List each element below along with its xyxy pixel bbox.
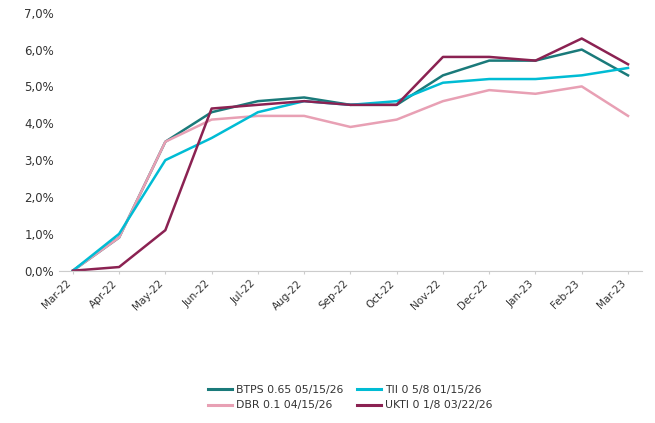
Legend: BTPS 0.65 05/15/26, DBR 0.1 04/15/26, TII 0 5/8 01/15/26, UKTI 0 1/8 03/22/26: BTPS 0.65 05/15/26, DBR 0.1 04/15/26, TI… [208, 385, 493, 410]
